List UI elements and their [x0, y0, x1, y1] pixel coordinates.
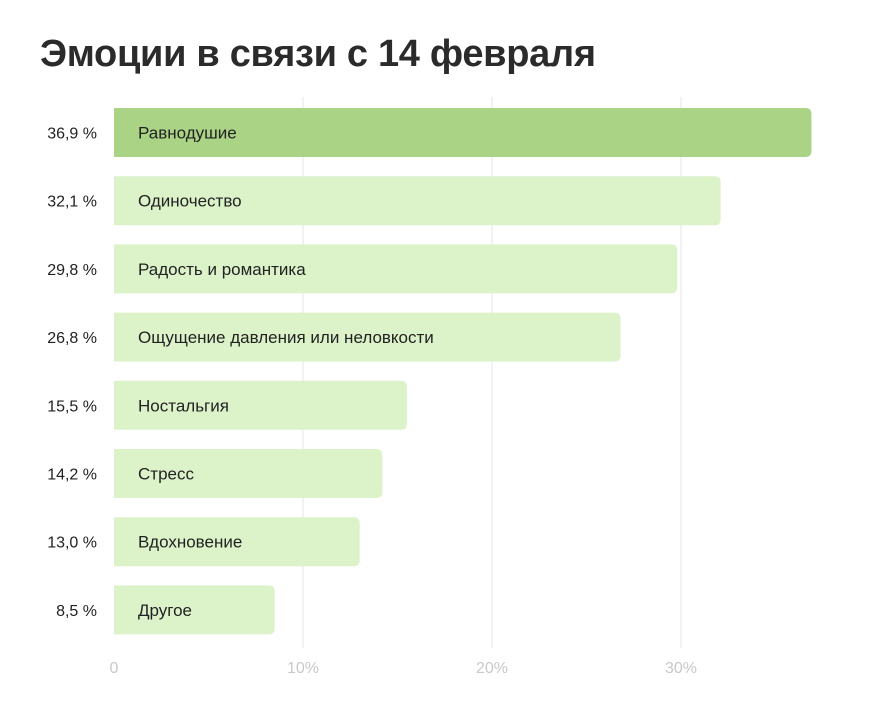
- bar: [114, 312, 621, 362]
- bar-category-label: Ощущение давления или неловкости: [138, 328, 434, 347]
- bar: [114, 585, 275, 635]
- bar: [114, 380, 407, 430]
- bar-category-label: Другое: [138, 601, 192, 620]
- x-tick-label: 10%: [287, 660, 319, 677]
- bar: [114, 517, 360, 567]
- bar-category-label: Ностальгия: [138, 396, 229, 415]
- x-tick-label: 30%: [665, 660, 697, 677]
- x-axis-ticks: 0 10% 20% 30%: [110, 660, 697, 677]
- bar-value-label: 29,8 %: [47, 262, 97, 279]
- bar-value-label: 13,0 %: [47, 535, 97, 552]
- bar-value-label: 26,8 %: [47, 330, 97, 347]
- bar-value-label: 14,2 %: [47, 467, 97, 484]
- bar: [114, 176, 721, 226]
- bar-category-label: Радость и романтика: [138, 260, 306, 279]
- bar-category-label: Одиночество: [138, 192, 242, 211]
- bar-category-label: Вдохновение: [138, 533, 242, 552]
- bar: [114, 449, 383, 498]
- bar: [114, 244, 678, 294]
- bar-value-label: 8,5 %: [56, 603, 97, 620]
- bar-category-label: Стресс: [138, 465, 194, 484]
- bar: [114, 108, 812, 157]
- chart-title: Эмоции в связи с 14 февраля: [40, 33, 596, 75]
- bars-layer: [114, 108, 812, 635]
- labels-layer: Равнодушие 36,9 % Одиночество 32,1 % Радость…: [47, 124, 434, 620]
- bar-value-label: 15,5 %: [47, 398, 97, 415]
- x-tick-label: 0: [110, 660, 119, 677]
- bar-value-label: 32,1 %: [47, 194, 97, 211]
- bar-value-label: 36,9 %: [47, 126, 97, 143]
- x-tick-label: 20%: [476, 660, 508, 677]
- bar-category-label: Равнодушие: [138, 124, 237, 143]
